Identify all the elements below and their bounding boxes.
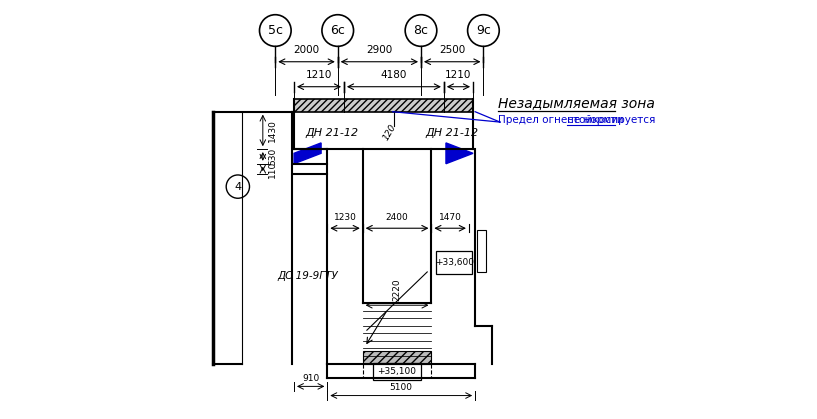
Text: 2400: 2400 <box>386 212 408 222</box>
Text: ДС 19-9ГТУ: ДС 19-9ГТУ <box>278 271 338 281</box>
Bar <box>477 230 485 272</box>
Text: 2220: 2220 <box>392 279 401 301</box>
Text: 1430: 1430 <box>268 119 277 142</box>
Text: 4: 4 <box>234 181 241 191</box>
Bar <box>373 363 421 380</box>
Text: ДН 21-12: ДН 21-12 <box>305 127 358 137</box>
Text: 1230: 1230 <box>333 212 356 222</box>
Text: 5100: 5100 <box>390 383 413 392</box>
Text: 110: 110 <box>268 160 277 178</box>
Text: 1210: 1210 <box>306 70 333 80</box>
Bar <box>363 351 431 364</box>
Polygon shape <box>446 143 473 164</box>
Text: 2900: 2900 <box>366 45 392 55</box>
Text: 5c: 5c <box>268 24 283 37</box>
Text: 2500: 2500 <box>439 45 466 55</box>
Text: +35,100: +35,100 <box>377 367 417 376</box>
Text: 120: 120 <box>382 123 398 142</box>
Text: 8c: 8c <box>413 24 428 37</box>
Text: 1210: 1210 <box>445 70 471 80</box>
Text: 2000: 2000 <box>293 45 319 55</box>
Text: Предел огнестойкости: Предел огнестойкости <box>498 115 627 125</box>
Text: 910: 910 <box>302 374 319 383</box>
Bar <box>294 99 473 112</box>
Text: +33,600: +33,600 <box>435 258 474 267</box>
Text: 4180: 4180 <box>381 70 407 80</box>
Polygon shape <box>294 143 321 164</box>
Text: 530: 530 <box>268 148 277 165</box>
Text: Незадымляемая зона: Незадымляемая зона <box>498 96 655 110</box>
Text: ДН 21-12: ДН 21-12 <box>426 127 479 137</box>
Text: не нормируется: не нормируется <box>567 115 655 125</box>
Bar <box>435 251 472 274</box>
Text: 6c: 6c <box>330 24 345 37</box>
Text: 9c: 9c <box>476 24 491 37</box>
Text: 1470: 1470 <box>439 212 462 222</box>
